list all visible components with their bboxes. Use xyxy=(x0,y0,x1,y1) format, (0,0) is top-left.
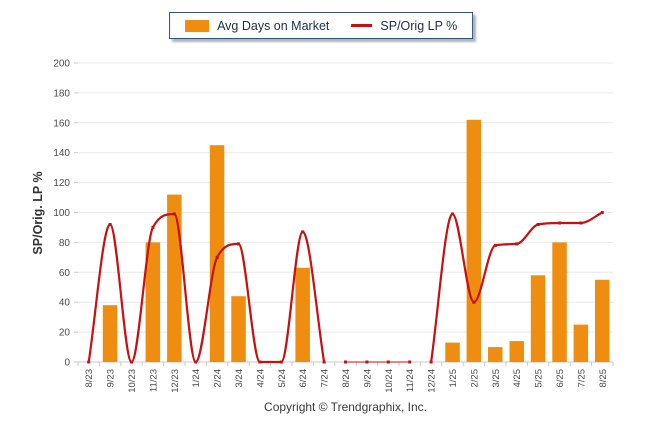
svg-text:11/24: 11/24 xyxy=(405,369,416,392)
bars-avg-days-on-market xyxy=(102,119,610,362)
svg-text:120: 120 xyxy=(53,178,70,189)
svg-text:9/23: 9/23 xyxy=(106,369,117,388)
svg-text:60: 60 xyxy=(59,268,71,279)
svg-text:12/24: 12/24 xyxy=(427,369,438,393)
svg-text:8/23: 8/23 xyxy=(84,369,95,388)
svg-text:5/24: 5/24 xyxy=(277,369,288,388)
svg-text:12/23: 12/23 xyxy=(170,369,181,393)
svg-text:10/24: 10/24 xyxy=(384,369,395,393)
x-axis-labels: 8/23 9/23 10/23 11/23 12/23 1/24 2/24 3/24 4/24 5… xyxy=(84,369,609,393)
svg-text:6/24: 6/24 xyxy=(298,369,309,388)
bar-legend-label: Avg Days on Market xyxy=(217,18,330,33)
svg-text:11/23: 11/23 xyxy=(148,369,159,392)
svg-text:200: 200 xyxy=(53,59,70,70)
svg-text:180: 180 xyxy=(53,88,70,99)
line-sp-orig-lp xyxy=(87,211,604,364)
svg-text:1/24: 1/24 xyxy=(191,369,202,388)
svg-text:2/24: 2/24 xyxy=(213,369,224,388)
svg-text:8/25: 8/25 xyxy=(598,369,609,388)
svg-text:4/25: 4/25 xyxy=(512,369,523,388)
svg-text:3/25: 3/25 xyxy=(491,369,502,388)
svg-text:10/23: 10/23 xyxy=(127,369,138,393)
svg-text:140: 140 xyxy=(53,148,70,159)
svg-text:80: 80 xyxy=(59,238,71,249)
svg-text:6/25: 6/25 xyxy=(555,369,566,388)
bar-legend-swatch xyxy=(185,19,210,32)
svg-text:0: 0 xyxy=(64,358,70,369)
svg-text:9/24: 9/24 xyxy=(362,369,373,388)
svg-text:160: 160 xyxy=(53,118,70,129)
svg-text:8/24: 8/24 xyxy=(341,369,352,388)
legend: Avg Days on Market SP/Orig LP % xyxy=(169,12,474,39)
svg-text:20: 20 xyxy=(59,328,71,339)
svg-text:40: 40 xyxy=(59,298,71,309)
svg-text:3/24: 3/24 xyxy=(234,369,245,388)
svg-text:4/24: 4/24 xyxy=(255,369,266,388)
svg-text:7/25: 7/25 xyxy=(576,369,587,388)
svg-text:7/24: 7/24 xyxy=(320,369,331,388)
svg-text:2/25: 2/25 xyxy=(469,369,480,388)
y-axis-labels: 0 20 40 60 80 100 120 140 160 180 200 xyxy=(53,59,70,369)
copyright-text: Copyright © Trendgraphix, Inc. xyxy=(264,400,427,414)
svg-text:1/25: 1/25 xyxy=(448,369,459,388)
svg-text:5/25: 5/25 xyxy=(534,369,545,388)
line-legend-swatch xyxy=(351,24,373,27)
line-legend-label: SP/Orig LP % xyxy=(380,18,458,33)
svg-text:100: 100 xyxy=(53,208,70,219)
y-axis-title: SP/Orig. LP % xyxy=(31,171,45,254)
